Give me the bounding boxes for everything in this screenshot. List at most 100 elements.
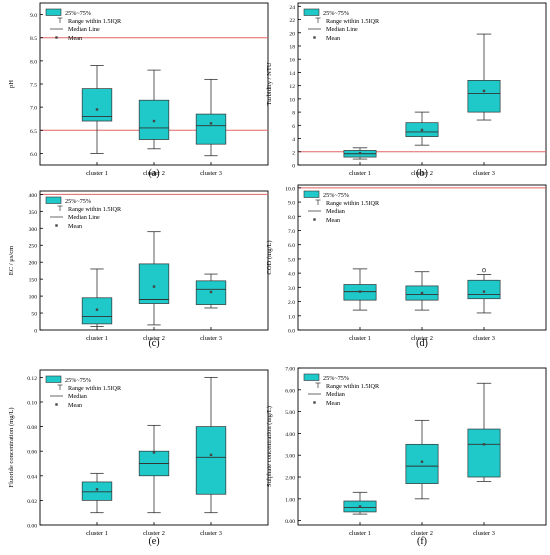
legend-label: 25%~75%: [323, 10, 349, 17]
iqr-box: [195, 426, 227, 495]
mean-marker: [420, 291, 424, 295]
mean-marker: [482, 89, 486, 93]
iqr-box: [138, 263, 170, 304]
iqr-box: [81, 481, 113, 501]
iqr-box: [81, 297, 113, 325]
box-2: [138, 231, 170, 326]
iqr-box: [405, 443, 439, 484]
legend-label: Range within 1.5IQR: [68, 18, 122, 25]
legend-label: Mean: [68, 35, 82, 42]
legend-label: Range within 1.5IQR: [68, 206, 122, 213]
mean-marker: [95, 108, 99, 111]
x-tick-label: cluster 3: [200, 335, 222, 342]
mean-marker: [420, 128, 424, 132]
legend-label: Mean: [326, 400, 340, 407]
legend-label: Mean: [326, 35, 340, 42]
mean-marker: [209, 453, 213, 457]
mean-marker: [209, 290, 213, 294]
mean-marker: [152, 119, 156, 123]
y-tick-label: 50: [31, 312, 37, 318]
box-2: [138, 424, 170, 514]
chart-panel-5: 0.00 0.02 0.04 0.06 0.08 0.10 0.12 Fluoride con…: [8, 369, 269, 537]
mean-marker: [358, 290, 362, 293]
panel-label: (d): [416, 338, 428, 349]
legend-swatch-box: [45, 375, 62, 383]
y-tick-label: 0.0: [288, 329, 295, 335]
mean-marker: [95, 488, 99, 491]
y-tick-label: 8.5: [30, 36, 37, 42]
x-tick-label: cluster 2: [411, 530, 433, 537]
panel-label: (f): [417, 536, 427, 547]
legend-label: Median Line: [68, 214, 100, 221]
x-tick-label: cluster 3: [473, 335, 495, 342]
legend-label: Range within 1.5IQR: [326, 18, 380, 25]
y-tick-label: 0: [34, 329, 37, 335]
box-3: [195, 273, 227, 309]
y-tick-label: 6.0: [288, 243, 295, 249]
y-tick-label: 0.10: [27, 400, 37, 406]
box-2: [405, 271, 439, 311]
y-tick-label: 100: [29, 295, 38, 301]
legend-label: Range within 1.5IQR: [326, 200, 380, 207]
y-tick-label: 9.0: [288, 201, 295, 207]
chart-panel-6: 0.00 1.00 2.00 3.00 4.00 5.00 6.00 7.00 Sulphate…: [266, 367, 547, 537]
iqr-box: [467, 428, 501, 478]
y-tick-label: 150: [29, 278, 38, 284]
y-tick-label: 250: [29, 244, 38, 250]
y-tick-label: 300: [29, 227, 38, 233]
legend-label: Mean: [68, 223, 82, 230]
iqr-box: [467, 279, 501, 300]
x-tick-label: cluster 3: [200, 530, 222, 537]
x-tick-label: cluster 2: [411, 335, 433, 342]
legend-label: 25%~75%: [65, 377, 91, 384]
y-tick-label: 4.00: [285, 432, 295, 438]
iqr-box: [467, 80, 501, 113]
y-axis-label: EC / μs/cm: [8, 245, 15, 275]
legend-swatch-box: [45, 8, 62, 16]
x-tick-label: cluster 2: [143, 335, 165, 342]
panel-label: (a): [148, 168, 159, 179]
box-3: [467, 33, 501, 121]
y-tick-label: 0: [292, 164, 295, 170]
x-tick-label: cluster 2: [143, 170, 165, 177]
chart-panel-1: 6.0 6.5 7.0 7.5 8.0 8.5 9.0 pH cluster 1 cluster …: [8, 2, 269, 177]
y-axis-label: COD (mg/L): [266, 240, 273, 274]
legend-swatch-box: [303, 373, 320, 381]
mean-marker: [482, 443, 486, 446]
box-2: [405, 419, 439, 500]
box-3: [195, 376, 227, 514]
y-tick-label: 350: [29, 210, 38, 216]
y-tick-label: 6.0: [30, 152, 37, 158]
chart-panel-3: 0 50 100 150 200 250 300 350 400 EC / μs/cm cluste…: [8, 190, 269, 342]
iqr-box: [195, 113, 227, 145]
y-tick-label: 14: [289, 71, 295, 77]
y-tick-label: 3.00: [285, 454, 295, 460]
x-tick-label: cluster 1: [86, 170, 108, 177]
legend-label: Range within 1.5IQR: [68, 385, 122, 392]
x-tick-label: cluster 1: [86, 335, 108, 342]
legend-label: Median Line: [68, 26, 100, 33]
y-tick-label: 0.00: [285, 519, 295, 525]
outlier-point: [481, 268, 487, 273]
box-1: [343, 147, 377, 160]
y-axis-label: pH: [8, 80, 15, 88]
y-tick-label: 5.0: [288, 257, 295, 263]
y-tick-label: 6: [292, 124, 295, 130]
legend-label: Mean: [326, 217, 340, 224]
y-tick-label: 16: [289, 58, 295, 64]
x-tick-label: cluster 1: [349, 335, 371, 342]
iqr-box: [81, 88, 113, 122]
box-3: [467, 382, 501, 482]
y-tick-label: 0.02: [27, 499, 37, 505]
legend-mean-marker: [55, 36, 58, 39]
legend-swatch-box: [45, 196, 62, 204]
y-axis-label: Sulphate concentration (mg/L): [266, 406, 273, 487]
x-tick-label: cluster 3: [473, 170, 495, 177]
y-tick-label: 5.00: [285, 410, 295, 416]
legend-label: Mean: [68, 402, 82, 409]
